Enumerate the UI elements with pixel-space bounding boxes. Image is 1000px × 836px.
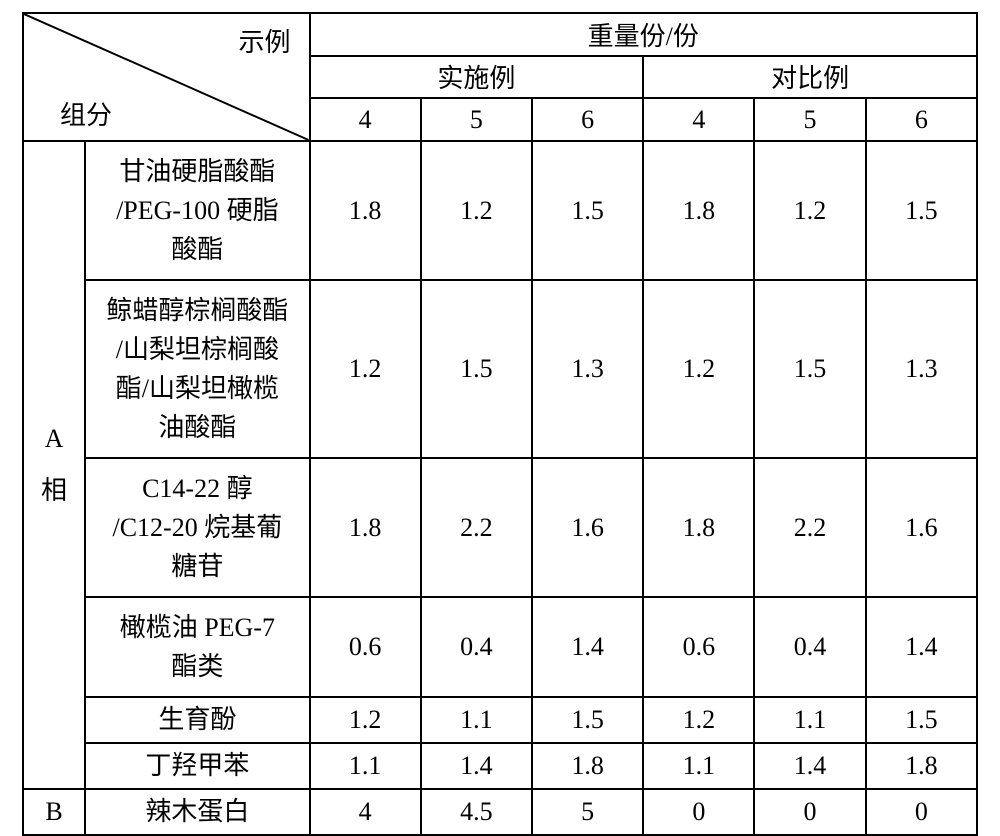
- value-cell: 1.2: [421, 141, 532, 280]
- value-cell: 1.4: [754, 743, 865, 789]
- component-cell: 橄榄油 PEG-7酯类: [85, 597, 309, 697]
- value-cell: 1.8: [310, 141, 421, 280]
- value-cell: 0.4: [421, 597, 532, 697]
- value-cell: 1.5: [866, 697, 977, 743]
- table-row: 鲸蜡醇棕榈酸酯/山梨坦棕榈酸酯/山梨坦橄榄油酸酯 1.2 1.5 1.3 1.2…: [23, 280, 977, 458]
- value-cell: 1.5: [866, 141, 977, 280]
- value-cell: 1.2: [310, 280, 421, 458]
- compare-header: 对比例: [643, 56, 977, 99]
- table-row: A 相 甘油硬脂酸酯/PEG-100 硬脂酸酯 1.8 1.2 1.5 1.8 …: [23, 141, 977, 280]
- data-table: 示例 组分 重量份/份 实施例 对比例 4 5 6 4 5 6 A 相 甘油硬脂…: [22, 12, 978, 836]
- component-cell: 甘油硬脂酸酯/PEG-100 硬脂酸酯: [85, 141, 309, 280]
- table-row: C14-22 醇/C12-20 烷基葡糖苷 1.8 2.2 1.6 1.8 2.…: [23, 458, 977, 597]
- diag-bottom-label: 组分: [60, 95, 112, 132]
- value-cell: 1.1: [643, 743, 754, 789]
- value-cell: 1.2: [754, 141, 865, 280]
- value-cell: 1.5: [532, 697, 643, 743]
- group-A-label-1: A: [45, 424, 64, 453]
- value-cell: 1.5: [532, 141, 643, 280]
- col-num: 6: [866, 98, 977, 141]
- value-cell: 4.5: [421, 789, 532, 835]
- value-cell: 2.2: [754, 458, 865, 597]
- diag-top-label: 示例: [239, 22, 291, 59]
- group-A-cell: A 相: [23, 141, 85, 789]
- value-cell: 0.6: [643, 597, 754, 697]
- value-cell: 1.2: [643, 697, 754, 743]
- value-cell: 1.3: [866, 280, 977, 458]
- value-cell: 0: [866, 789, 977, 835]
- col-num: 4: [310, 98, 421, 141]
- value-cell: 0: [754, 789, 865, 835]
- value-cell: 1.8: [643, 458, 754, 597]
- table-row: 生育酚 1.2 1.1 1.5 1.2 1.1 1.5: [23, 697, 977, 743]
- value-cell: 0.6: [310, 597, 421, 697]
- value-cell: 1.4: [532, 597, 643, 697]
- value-cell: 1.8: [532, 743, 643, 789]
- value-cell: 1.8: [866, 743, 977, 789]
- value-cell: 1.6: [532, 458, 643, 597]
- value-cell: 1.2: [643, 280, 754, 458]
- col-num: 5: [754, 98, 865, 141]
- header-row-1: 示例 组分 重量份/份: [23, 13, 977, 56]
- value-cell: 1.3: [532, 280, 643, 458]
- component-text: 橄榄油 PEG-7酯类: [86, 598, 308, 696]
- example-header: 实施例: [310, 56, 644, 99]
- col-num: 5: [421, 98, 532, 141]
- value-cell: 1.4: [421, 743, 532, 789]
- value-cell: 4: [310, 789, 421, 835]
- component-cell: 生育酚: [85, 697, 309, 743]
- value-cell: 1.8: [643, 141, 754, 280]
- value-cell: 0.4: [754, 597, 865, 697]
- weight-header: 重量份/份: [310, 13, 977, 56]
- component-cell: 丁羟甲苯: [85, 743, 309, 789]
- value-cell: 1.1: [754, 697, 865, 743]
- col-num: 4: [643, 98, 754, 141]
- diagonal-header-cell: 示例 组分: [23, 13, 310, 141]
- value-cell: 0: [643, 789, 754, 835]
- component-cell: 辣木蛋白: [85, 789, 309, 835]
- group-A-label-2: 相: [41, 476, 67, 505]
- component-text: C14-22 醇/C12-20 烷基葡糖苷: [86, 459, 308, 596]
- component-text: 甘油硬脂酸酯/PEG-100 硬脂酸酯: [86, 142, 308, 279]
- table-row: 丁羟甲苯 1.1 1.4 1.8 1.1 1.4 1.8: [23, 743, 977, 789]
- value-cell: 1.5: [421, 280, 532, 458]
- group-B-cell: B: [23, 789, 85, 835]
- component-cell: 鲸蜡醇棕榈酸酯/山梨坦棕榈酸酯/山梨坦橄榄油酸酯: [85, 280, 309, 458]
- component-text: 鲸蜡醇棕榈酸酯/山梨坦棕榈酸酯/山梨坦橄榄油酸酯: [86, 281, 308, 457]
- value-cell: 1.6: [866, 458, 977, 597]
- value-cell: 1.2: [310, 697, 421, 743]
- value-cell: 2.2: [421, 458, 532, 597]
- value-cell: 1.1: [421, 697, 532, 743]
- value-cell: 1.8: [310, 458, 421, 597]
- col-num: 6: [532, 98, 643, 141]
- value-cell: 1.5: [754, 280, 865, 458]
- component-cell: C14-22 醇/C12-20 烷基葡糖苷: [85, 458, 309, 597]
- table-row: 橄榄油 PEG-7酯类 0.6 0.4 1.4 0.6 0.4 1.4: [23, 597, 977, 697]
- value-cell: 1.1: [310, 743, 421, 789]
- table-row: B 辣木蛋白 4 4.5 5 0 0 0: [23, 789, 977, 835]
- value-cell: 1.4: [866, 597, 977, 697]
- value-cell: 5: [532, 789, 643, 835]
